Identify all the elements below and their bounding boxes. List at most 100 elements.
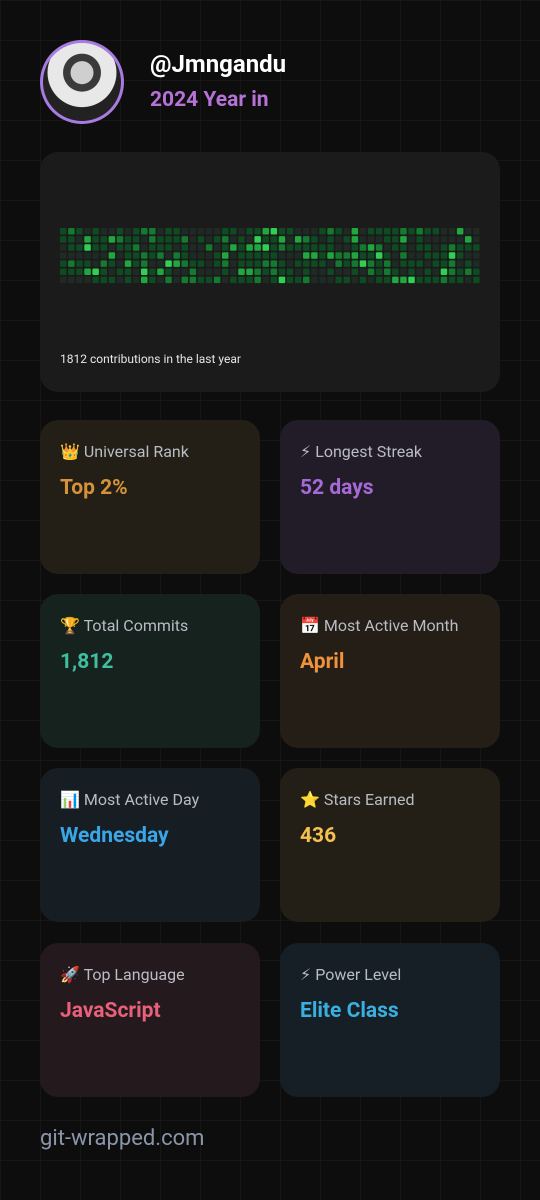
contribution-cell <box>440 252 448 259</box>
contribution-cell <box>286 268 294 275</box>
contribution-cell <box>165 252 172 259</box>
contribution-cell <box>367 244 375 251</box>
stat-label: 📊 Most Active Day <box>60 790 200 809</box>
contribution-cell <box>124 236 132 243</box>
contribution-cell <box>92 244 99 251</box>
contribution-cell <box>213 268 221 275</box>
contribution-cell <box>238 228 245 235</box>
contribution-cell <box>294 276 302 284</box>
contribution-cell <box>456 252 464 259</box>
contribution-cell <box>108 228 116 235</box>
contribution-cell <box>92 236 99 243</box>
contribution-cell <box>343 260 350 267</box>
contribution-cell <box>303 252 310 259</box>
contribution-cell <box>359 236 367 243</box>
contribution-cell <box>213 228 221 235</box>
contribution-cell <box>384 268 391 275</box>
contribution-cell <box>230 244 237 251</box>
contribution-cell <box>165 276 172 284</box>
contribution-cell <box>343 252 350 259</box>
contribution-cell <box>303 228 310 235</box>
contribution-cell <box>335 276 342 284</box>
contribution-cell <box>205 236 213 243</box>
stat-card: 👑 Universal Rank Top 2% <box>40 420 260 574</box>
stat-label: 👑 Universal Rank <box>60 442 189 461</box>
contribution-cell <box>448 260 456 267</box>
contribution-cell <box>254 276 261 284</box>
contribution-cell <box>416 228 423 235</box>
contribution-cell <box>408 260 415 267</box>
contribution-cell <box>84 276 91 284</box>
stat-value: JavaScript <box>60 999 161 1023</box>
contribution-cell <box>68 228 75 235</box>
contribution-cell <box>189 260 197 267</box>
contribution-cell <box>173 268 180 275</box>
contribution-cell <box>205 228 213 235</box>
contribution-cell <box>181 260 188 267</box>
contribution-cell <box>319 252 326 259</box>
contribution-cell <box>189 236 197 243</box>
contribution-cell <box>303 260 310 267</box>
contribution-cell <box>213 252 221 259</box>
contribution-cell <box>367 276 375 284</box>
contribution-cell <box>335 244 342 251</box>
contribution-cell <box>213 236 221 243</box>
contribution-cell <box>384 244 391 251</box>
contribution-cell <box>392 252 399 259</box>
contribution-cell <box>84 268 91 275</box>
contribution-cell <box>205 252 213 259</box>
contribution-cell <box>157 252 164 259</box>
stat-value: 1,812 <box>60 650 114 674</box>
contribution-cell <box>262 252 269 259</box>
contribution-cell <box>157 268 164 275</box>
contribution-cell <box>254 244 261 251</box>
stat-value: 436 <box>300 824 337 848</box>
contribution-cell <box>440 244 448 251</box>
contribution-cell <box>68 244 75 251</box>
contribution-cell <box>173 244 180 251</box>
contribution-cell <box>327 276 334 284</box>
contribution-cell <box>303 276 310 284</box>
contribution-cell <box>465 276 472 284</box>
contribution-cell <box>173 276 180 284</box>
contribution-cell <box>359 268 367 275</box>
contribution-cell <box>448 228 456 235</box>
contribution-cell <box>222 276 229 284</box>
contribution-cell <box>294 236 302 243</box>
contribution-cell <box>84 228 91 235</box>
contribution-cell <box>124 268 132 275</box>
contribution-cell <box>294 244 302 251</box>
contribution-cell <box>416 276 423 284</box>
contribution-cell <box>141 244 148 251</box>
contribution-cell <box>473 244 480 251</box>
contribution-cell <box>456 276 464 284</box>
contribution-cell <box>197 268 205 275</box>
contribution-cell <box>68 252 75 259</box>
contribution-cell <box>286 252 294 259</box>
contribution-cell <box>76 228 83 235</box>
stat-card: 🏆 Total Commits 1,812 <box>40 594 260 748</box>
contribution-cell <box>76 268 83 275</box>
contribution-cell <box>286 236 294 243</box>
contribution-cell <box>181 236 188 243</box>
contribution-cell <box>448 276 456 284</box>
contribution-cell <box>416 260 423 267</box>
contribution-cell <box>222 268 229 275</box>
stat-card: 📊 Most Active Day Wednesday <box>40 768 260 922</box>
contribution-cell <box>60 228 67 235</box>
stat-label: ⚡ Power Level <box>300 965 402 984</box>
contribution-cell <box>124 228 132 235</box>
contribution-cell <box>116 268 124 275</box>
contribution-cell <box>465 268 472 275</box>
contribution-cell <box>254 236 261 243</box>
contribution-cell <box>392 228 399 235</box>
stat-label: 🚀 Top Language <box>60 965 185 984</box>
contribution-cell <box>100 228 107 235</box>
contribution-cell <box>222 228 229 235</box>
contribution-cell <box>465 252 472 259</box>
contribution-cell <box>108 244 116 251</box>
contribution-cell <box>205 260 213 267</box>
contribution-cell <box>424 268 431 275</box>
stat-card: 🚀 Top Language JavaScript <box>40 943 260 1097</box>
avatar <box>40 40 124 124</box>
